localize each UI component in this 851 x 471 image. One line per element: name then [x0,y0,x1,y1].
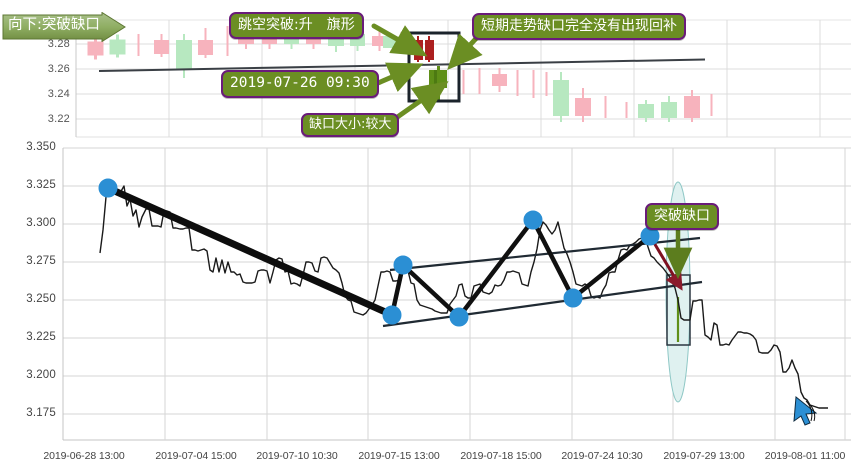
price-line [99,185,828,409]
direction-banner-label: 向下:突破缺口 [8,17,100,33]
top-ytick-2: 3.24 [47,88,70,100]
bottom-xtick-1: 2019-07-04 15:00 [155,450,237,462]
top-ytick-1: 3.26 [47,63,70,75]
bottom-xtick-0: 2019-06-28 13:00 [43,450,125,462]
bottom-ytick-5: 3.225 [26,331,56,343]
bottom-xtick-4: 2019-07-18 15:00 [460,450,542,462]
annotation-gap-size[interactable]: 缺口大小:较大 [301,113,400,137]
bottom-ytick-7: 3.175 [26,407,56,419]
annotation-no-fill-note[interactable]: 短期走势缺口完全没有出现回补 [472,13,686,40]
annotation-breakout-gap[interactable]: 突破缺口 [645,203,719,230]
annotation-gap-breakout-pattern[interactable]: 跳空突破:升 旗形 [229,12,364,39]
top-panel-right-candles [462,68,713,122]
bottom-xtick-7: 2019-08-01 11:00 [764,450,846,462]
bottom-ytick-3: 3.275 [26,255,56,267]
bottom-ytick-1: 3.325 [26,179,56,191]
bottom-xtick-2: 2019-07-10 10:30 [256,450,338,462]
bottom-ytick-2: 3.300 [26,217,56,229]
downtrend-line [104,184,396,319]
bottom-ytick-4: 3.250 [26,293,56,305]
annotation-gap-datetime[interactable]: 2019-07-26 09:30 [221,70,379,98]
direction-banner: 向下:突破缺口 [2,11,126,43]
bottom-xtick-3: 2019-07-15 13:00 [358,450,440,462]
banner-arrow-shape [2,11,126,43]
bottom-ytick-6: 3.200 [26,369,56,381]
bottom-ytick-0: 3.350 [26,141,56,153]
bottom-xtick-6: 2019-07-29 13:00 [663,450,745,462]
top-ytick-3: 3.22 [47,113,70,125]
top-ytick-0: 3.28 [47,38,70,50]
bottom-xtick-5: 2019-07-24 10:30 [561,450,643,462]
zigzag-pivot-markers [98,178,660,327]
cursor-pointer-icon [793,396,818,426]
